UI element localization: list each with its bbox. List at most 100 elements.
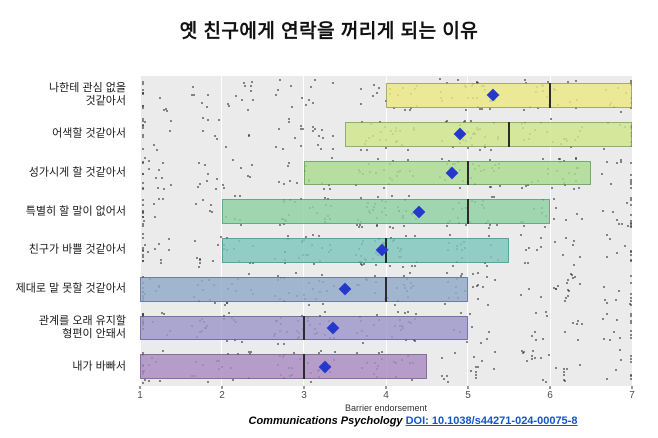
jitter-point	[283, 183, 286, 186]
jitter-point	[620, 160, 623, 163]
jitter-point	[330, 157, 333, 160]
jitter-point	[474, 373, 477, 376]
jitter-point	[322, 136, 325, 139]
jitter-point	[376, 314, 379, 317]
jitter-point	[141, 134, 144, 137]
jitter-point	[630, 222, 633, 225]
y-axis-label-line: 것같아서	[85, 95, 126, 108]
jitter-point	[247, 109, 250, 112]
jitter-point	[618, 349, 621, 352]
jitter-point	[331, 82, 334, 85]
jitter-point	[566, 278, 569, 281]
jitter-point	[552, 286, 555, 289]
jitter-point	[277, 275, 280, 278]
jitter-point	[576, 320, 579, 323]
jitter-point	[277, 128, 280, 131]
gridline	[631, 76, 633, 386]
chart-row	[140, 154, 633, 193]
chart-row	[140, 231, 633, 270]
jitter-point	[531, 334, 534, 337]
jitter-point	[563, 330, 566, 333]
jitter-point	[191, 94, 194, 97]
jitter-point	[488, 331, 491, 334]
jitter-point	[459, 187, 462, 190]
jitter-point	[141, 260, 144, 263]
jitter-point	[206, 93, 209, 96]
jitter-point	[226, 340, 229, 343]
jitter-point	[630, 198, 633, 201]
jitter-point	[192, 86, 195, 89]
jitter-point	[357, 226, 360, 229]
jitter-point	[550, 117, 553, 120]
jitter-point	[489, 158, 492, 161]
jitter-point	[520, 234, 523, 237]
iqr-box	[140, 354, 427, 379]
jitter-point	[276, 89, 279, 92]
y-axis-label: 관계를 오래 유지할 형편이 안돼서	[4, 315, 126, 341]
jitter-point	[224, 304, 227, 307]
x-tick-label: 5	[465, 390, 471, 401]
jitter-point	[163, 313, 166, 316]
jitter-point	[606, 255, 609, 258]
jitter-point	[392, 226, 395, 229]
jitter-point	[476, 298, 479, 301]
jitter-point	[240, 223, 243, 226]
jitter-point	[570, 272, 573, 275]
jitter-point	[630, 223, 633, 226]
gridline	[549, 76, 551, 386]
jitter-point	[480, 107, 483, 110]
jitter-point	[299, 197, 302, 200]
jitter-point	[216, 243, 219, 246]
jitter-point	[569, 146, 572, 149]
jitter-point	[380, 351, 383, 354]
jitter-point	[444, 303, 447, 306]
x-tick-mark	[303, 386, 305, 389]
jitter-point	[630, 333, 633, 336]
jitter-point	[404, 234, 407, 237]
jitter-point	[487, 235, 490, 238]
x-tick-label: 1	[137, 390, 143, 401]
jitter-point	[577, 187, 580, 190]
jitter-point	[445, 224, 448, 227]
jitter-point	[573, 239, 576, 242]
jitter-point	[615, 368, 618, 371]
jitter-point	[414, 340, 417, 343]
jitter-point	[248, 273, 251, 276]
jitter-point	[580, 323, 583, 326]
x-tick-mark	[139, 386, 141, 389]
jitter-point	[609, 339, 612, 341]
jitter-point	[465, 223, 468, 226]
jitter-point	[562, 374, 565, 377]
jitter-point	[156, 187, 159, 190]
jitter-point	[198, 183, 201, 186]
jitter-point	[491, 195, 494, 198]
jitter-point	[630, 203, 633, 206]
jitter-point	[141, 104, 144, 107]
doi-link[interactable]: DOI: 10.1038/s44271-024-00075-8	[405, 415, 578, 427]
jitter-point	[524, 79, 527, 82]
jitter-point	[290, 106, 293, 109]
x-axis-ticks: 1 2 3 4 5 6 7	[137, 386, 635, 404]
jitter-point	[158, 96, 161, 99]
jitter-point	[249, 90, 252, 93]
jitter-point	[141, 313, 144, 316]
jitter-point	[630, 219, 633, 222]
jitter-point	[141, 225, 144, 228]
jitter-point	[318, 134, 321, 137]
jitter-point	[630, 361, 633, 364]
jitter-point	[624, 245, 627, 248]
jitter-point	[274, 146, 277, 149]
y-axis-label-line: 특별히 할 말이 없어서	[25, 205, 126, 218]
y-axis-label-line: 친구가 바쁠 것같아서	[28, 243, 126, 256]
jitter-point	[141, 381, 144, 384]
iqr-box	[222, 238, 509, 263]
jitter-point	[445, 120, 448, 123]
chart-row	[140, 115, 633, 154]
jitter-point	[163, 187, 166, 190]
gridline	[467, 76, 469, 386]
jitter-point	[365, 149, 368, 152]
jitter-point	[544, 311, 547, 314]
jitter-point	[618, 223, 621, 226]
jitter-point	[445, 272, 448, 275]
jitter-point	[141, 209, 144, 212]
